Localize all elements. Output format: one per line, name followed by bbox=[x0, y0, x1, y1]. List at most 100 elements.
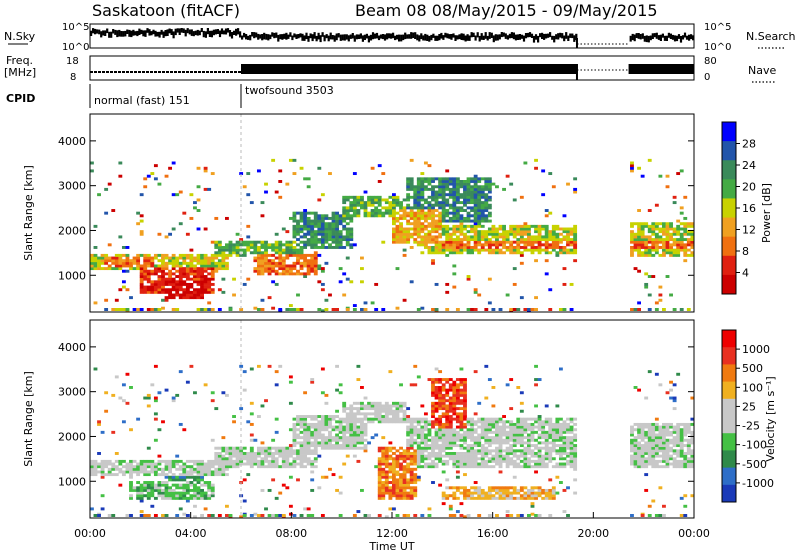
vel-data-cell bbox=[633, 446, 638, 450]
power-data-cell bbox=[377, 211, 382, 215]
vel-data-cell bbox=[388, 488, 393, 492]
vel-data-cell bbox=[644, 459, 649, 463]
vel-data-cell bbox=[555, 404, 560, 408]
cpid-label: CPID bbox=[6, 92, 35, 105]
vel-data-cell bbox=[381, 457, 386, 461]
power-data-cell bbox=[352, 201, 357, 205]
power-data-cell bbox=[441, 227, 446, 231]
power-data-cell bbox=[423, 224, 428, 228]
vel-data-cell bbox=[242, 446, 247, 450]
vel-data-cell bbox=[175, 494, 180, 498]
power-data-cell bbox=[271, 248, 276, 252]
power-data-cell bbox=[196, 259, 201, 263]
power-data-cell bbox=[484, 240, 489, 244]
vel-data-cell bbox=[519, 488, 524, 492]
power-data-cell bbox=[409, 182, 414, 186]
power-data-cell bbox=[484, 203, 489, 207]
power-data-cell bbox=[388, 211, 393, 215]
vel-data-cell bbox=[278, 364, 283, 368]
power-data-cell bbox=[168, 269, 173, 273]
vel-data-cell bbox=[431, 441, 435, 445]
nsky-sample bbox=[140, 29, 143, 35]
power-data-cell bbox=[637, 227, 641, 231]
vel-data-cell bbox=[470, 422, 475, 426]
power-data-cell bbox=[658, 240, 663, 244]
vel-data-cell bbox=[384, 412, 389, 416]
vel-data-cell bbox=[445, 478, 450, 482]
vel-data-cell bbox=[153, 473, 158, 477]
power-data-cell bbox=[423, 206, 428, 210]
power-data-cell bbox=[637, 269, 641, 273]
power-data-cell bbox=[477, 243, 482, 247]
power-data-cell bbox=[104, 298, 109, 302]
vel-data-cell bbox=[374, 407, 379, 411]
power-data-cell bbox=[544, 259, 549, 263]
vel-data-cell bbox=[349, 420, 354, 424]
power-data-cell bbox=[416, 230, 421, 234]
vel-data-cell bbox=[370, 412, 375, 416]
vel-data-cell bbox=[313, 441, 318, 445]
vel-data-cell bbox=[157, 491, 162, 495]
vel-data-cell bbox=[143, 396, 148, 400]
power-data-cell bbox=[484, 201, 489, 205]
power-data-cell bbox=[558, 238, 563, 242]
power-data-cell bbox=[331, 240, 336, 244]
power-data-cell bbox=[654, 224, 659, 228]
power-data-cell bbox=[477, 251, 482, 255]
power-data-cell bbox=[288, 253, 293, 257]
nsky-sample bbox=[541, 32, 544, 39]
nsky-sample bbox=[434, 35, 437, 41]
vel-data-cell bbox=[438, 399, 443, 403]
vel-data-cell bbox=[633, 465, 638, 469]
vel-data-cell bbox=[317, 441, 322, 445]
vel-data-cell bbox=[214, 459, 219, 463]
nsky-sample bbox=[490, 32, 493, 38]
vel-data-cell bbox=[256, 446, 261, 450]
power-data-cell bbox=[452, 185, 457, 189]
vel-data-cell bbox=[171, 473, 176, 477]
power-data-cell bbox=[452, 209, 457, 212]
power-data-cell bbox=[647, 293, 652, 297]
vel-data-cell bbox=[335, 420, 339, 424]
vel-data-cell bbox=[466, 420, 471, 424]
vel-data-cell bbox=[455, 433, 460, 437]
power-data-cell bbox=[651, 243, 656, 247]
power-data-cell bbox=[477, 198, 482, 202]
vel-data-cell bbox=[313, 417, 318, 421]
power-data-cell bbox=[157, 267, 162, 271]
vel-data-cell bbox=[157, 454, 162, 458]
vel-data-cell bbox=[455, 488, 460, 492]
power-data-cell bbox=[502, 224, 506, 228]
power-data-cell bbox=[310, 243, 315, 247]
power-data-cell bbox=[427, 248, 432, 252]
nsky-sample bbox=[386, 33, 389, 40]
power-data-cell bbox=[512, 240, 517, 244]
vel-data-cell bbox=[463, 491, 467, 495]
power-data-cell bbox=[196, 198, 201, 202]
power-data-cell bbox=[374, 214, 379, 218]
vel-data-cell bbox=[260, 462, 265, 466]
vel-data-cell bbox=[455, 417, 460, 421]
vel-data-cell bbox=[303, 449, 308, 453]
power-data-cell bbox=[328, 224, 332, 228]
vel-data-cell bbox=[484, 422, 489, 426]
vel-data-cell bbox=[644, 444, 649, 448]
vel-data-cell bbox=[455, 496, 460, 500]
power-data-cell bbox=[157, 182, 162, 186]
vel-data-cell bbox=[537, 494, 542, 498]
vel-data-cell bbox=[129, 475, 133, 479]
vel-data-cell bbox=[423, 412, 428, 416]
power-data-cell bbox=[207, 280, 212, 284]
nsky-sample bbox=[563, 35, 566, 42]
vel-data-cell bbox=[519, 409, 524, 413]
power-data-cell bbox=[452, 193, 457, 197]
power-data-cell bbox=[548, 235, 553, 239]
vel-data-cell bbox=[448, 457, 453, 461]
vel-data-cell bbox=[534, 430, 538, 434]
power-data-cell bbox=[93, 301, 98, 305]
power-data-cell bbox=[175, 261, 180, 265]
power-data-cell bbox=[306, 211, 311, 215]
vel-data-cell bbox=[324, 393, 329, 397]
power-data-cell bbox=[633, 243, 638, 247]
power-data-cell bbox=[495, 240, 499, 244]
